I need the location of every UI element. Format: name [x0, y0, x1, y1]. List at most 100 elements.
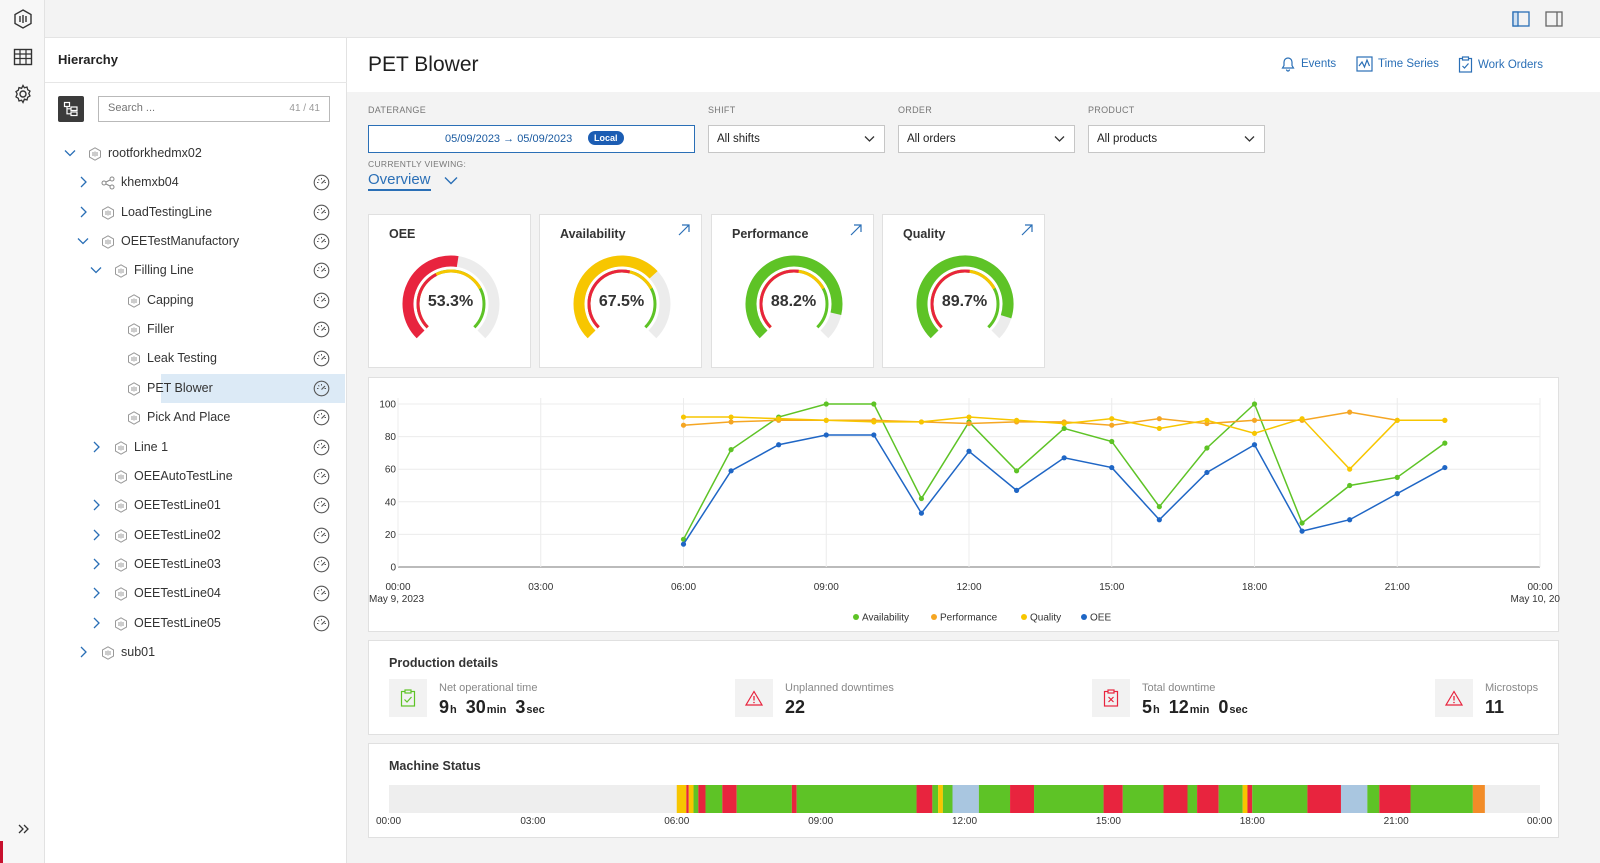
- chevron-right-icon[interactable]: [89, 557, 103, 571]
- data-point: [1347, 482, 1353, 489]
- tree-item[interactable]: OEETestLine03: [45, 550, 347, 579]
- app-logo-icon[interactable]: [8, 4, 38, 34]
- chevron-down-icon[interactable]: [444, 176, 458, 185]
- dashboard-gauge-icon[interactable]: [313, 233, 330, 250]
- dashboard-gauge-icon[interactable]: [313, 497, 330, 514]
- tree-item[interactable]: Leak Testing: [45, 344, 347, 373]
- chevron-down-icon[interactable]: [63, 146, 77, 160]
- data-point: [1299, 528, 1305, 534]
- tree-item[interactable]: Line 1: [45, 433, 347, 462]
- legend-item[interactable]: Quality: [1021, 613, 1061, 624]
- left-panel-toggle-icon[interactable]: [1512, 11, 1530, 27]
- dashboard-gauge-icon[interactable]: [313, 527, 330, 544]
- tree-item[interactable]: khemxb04: [45, 168, 347, 197]
- kpi-card-performance[interactable]: Performance 88.2%: [711, 214, 874, 368]
- legend-item[interactable]: OEE: [1081, 613, 1111, 624]
- dashboard-gauge-icon[interactable]: [313, 350, 330, 367]
- status-x-tick-label: 03:00: [520, 816, 545, 827]
- expand-rail-icon[interactable]: [8, 814, 38, 844]
- legend-item[interactable]: Performance: [931, 613, 998, 624]
- tree-item[interactable]: OEETestLine05: [45, 609, 347, 638]
- status-segment: [1122, 785, 1164, 813]
- chevron-down-icon[interactable]: [89, 263, 103, 277]
- tree-item[interactable]: OEETestLine04: [45, 579, 347, 608]
- tree-item[interactable]: rootforkhedmx02: [45, 139, 347, 168]
- tree-item[interactable]: OEETestLine02: [45, 521, 347, 550]
- app-rail: [0, 0, 45, 863]
- chevron-right-icon[interactable]: [76, 205, 90, 219]
- shift-select[interactable]: All shifts: [708, 125, 885, 153]
- chevron-right-icon[interactable]: [76, 645, 90, 659]
- view-selector[interactable]: Overview: [368, 171, 431, 191]
- dashboard-gauge-icon[interactable]: [313, 615, 330, 632]
- order-select[interactable]: All orders: [898, 125, 1075, 153]
- tree-item[interactable]: Capping: [45, 286, 347, 315]
- warning-icon: [735, 679, 773, 717]
- dashboard-gauge-icon[interactable]: [313, 439, 330, 456]
- legend-item[interactable]: Availability: [853, 613, 909, 624]
- tree-item[interactable]: Filling Line: [45, 256, 347, 285]
- data-point: [1251, 417, 1258, 423]
- hierarchy-search-input[interactable]: [108, 102, 268, 114]
- tree-view-toggle-button[interactable]: [58, 96, 84, 122]
- hours-unit: h: [450, 704, 457, 716]
- dashboard-gauge-icon[interactable]: [313, 380, 330, 397]
- tree-item[interactable]: LoadTestingLine: [45, 198, 347, 227]
- chevron-right-icon[interactable]: [89, 440, 103, 454]
- work-orders-link[interactable]: Work Orders: [1458, 56, 1543, 73]
- dashboard-gauge-icon[interactable]: [313, 292, 330, 309]
- tree-item[interactable]: sub01: [45, 638, 347, 667]
- kpi-card-quality[interactable]: Quality 89.7%: [882, 214, 1045, 368]
- microstops: Microstops 11: [1435, 679, 1555, 719]
- dashboard-gauge-icon[interactable]: [313, 204, 330, 221]
- x-tick-label: 00:00: [385, 582, 410, 593]
- kpi-title: Availability: [560, 227, 626, 241]
- tree-item[interactable]: PET Blower: [45, 373, 347, 403]
- chevron-right-icon[interactable]: [89, 586, 103, 600]
- open-detail-arrow-icon[interactable]: [849, 223, 863, 237]
- daterange-picker[interactable]: 05/09/2023 → 05/09/2023 Local: [368, 125, 695, 153]
- data-point: [1013, 468, 1020, 474]
- dashboard-gauge-icon[interactable]: [313, 468, 330, 485]
- right-panel-toggle-icon[interactable]: [1545, 11, 1563, 27]
- tree-item[interactable]: Filler: [45, 315, 347, 344]
- status-x-tick-label: 15:00: [1096, 816, 1121, 827]
- kpi-gauge: [573, 255, 671, 339]
- events-link-label: Events: [1301, 58, 1337, 70]
- open-detail-arrow-icon[interactable]: [677, 223, 691, 237]
- status-segment: [1034, 785, 1104, 813]
- tree-item[interactable]: OEETestManufactory: [45, 227, 347, 256]
- tree-item-label: rootforkhedmx02: [108, 146, 202, 160]
- plant-icon: [102, 646, 114, 660]
- events-link[interactable]: Events: [1280, 56, 1336, 72]
- tree-item-label: Filling Line: [134, 263, 194, 278]
- dashboard-gauge-icon[interactable]: [313, 556, 330, 573]
- time-series-link[interactable]: Time Series: [1356, 56, 1439, 72]
- tree-item[interactable]: OEEAutoTestLine: [45, 462, 347, 491]
- dashboard-gauge-icon[interactable]: [313, 585, 330, 602]
- chevron-right-icon[interactable]: [89, 528, 103, 542]
- status-segment: [1197, 785, 1219, 813]
- tree-item-label: sub01: [121, 644, 156, 659]
- chevron-right-icon[interactable]: [76, 175, 90, 189]
- y-tick-label: 40: [385, 497, 397, 508]
- dashboard-gauge-icon[interactable]: [313, 174, 330, 191]
- dashboard-gauge-icon[interactable]: [313, 409, 330, 426]
- chevron-down-icon[interactable]: [76, 234, 90, 248]
- open-detail-arrow-icon[interactable]: [1020, 223, 1034, 237]
- product-select[interactable]: All products: [1088, 125, 1265, 153]
- chevron-down-icon: [1244, 136, 1255, 142]
- status-segment: [1307, 785, 1341, 813]
- settings-gear-icon[interactable]: [8, 79, 38, 109]
- kpi-title: Performance: [732, 227, 809, 241]
- tree-item[interactable]: Pick And Place: [45, 403, 347, 432]
- dashboard-gauge-icon[interactable]: [313, 321, 330, 338]
- tree-item[interactable]: OEETestLine01: [45, 491, 347, 520]
- chevron-right-icon[interactable]: [89, 616, 103, 630]
- unplanned-downtimes-label: Unplanned downtimes: [785, 682, 894, 694]
- chevron-right-icon[interactable]: [89, 498, 103, 512]
- table-icon[interactable]: [8, 42, 38, 72]
- kpi-card-oee[interactable]: OEE 53.3%: [368, 214, 531, 368]
- kpi-card-availability[interactable]: Availability 67.5%: [539, 214, 702, 368]
- dashboard-gauge-icon[interactable]: [313, 262, 330, 279]
